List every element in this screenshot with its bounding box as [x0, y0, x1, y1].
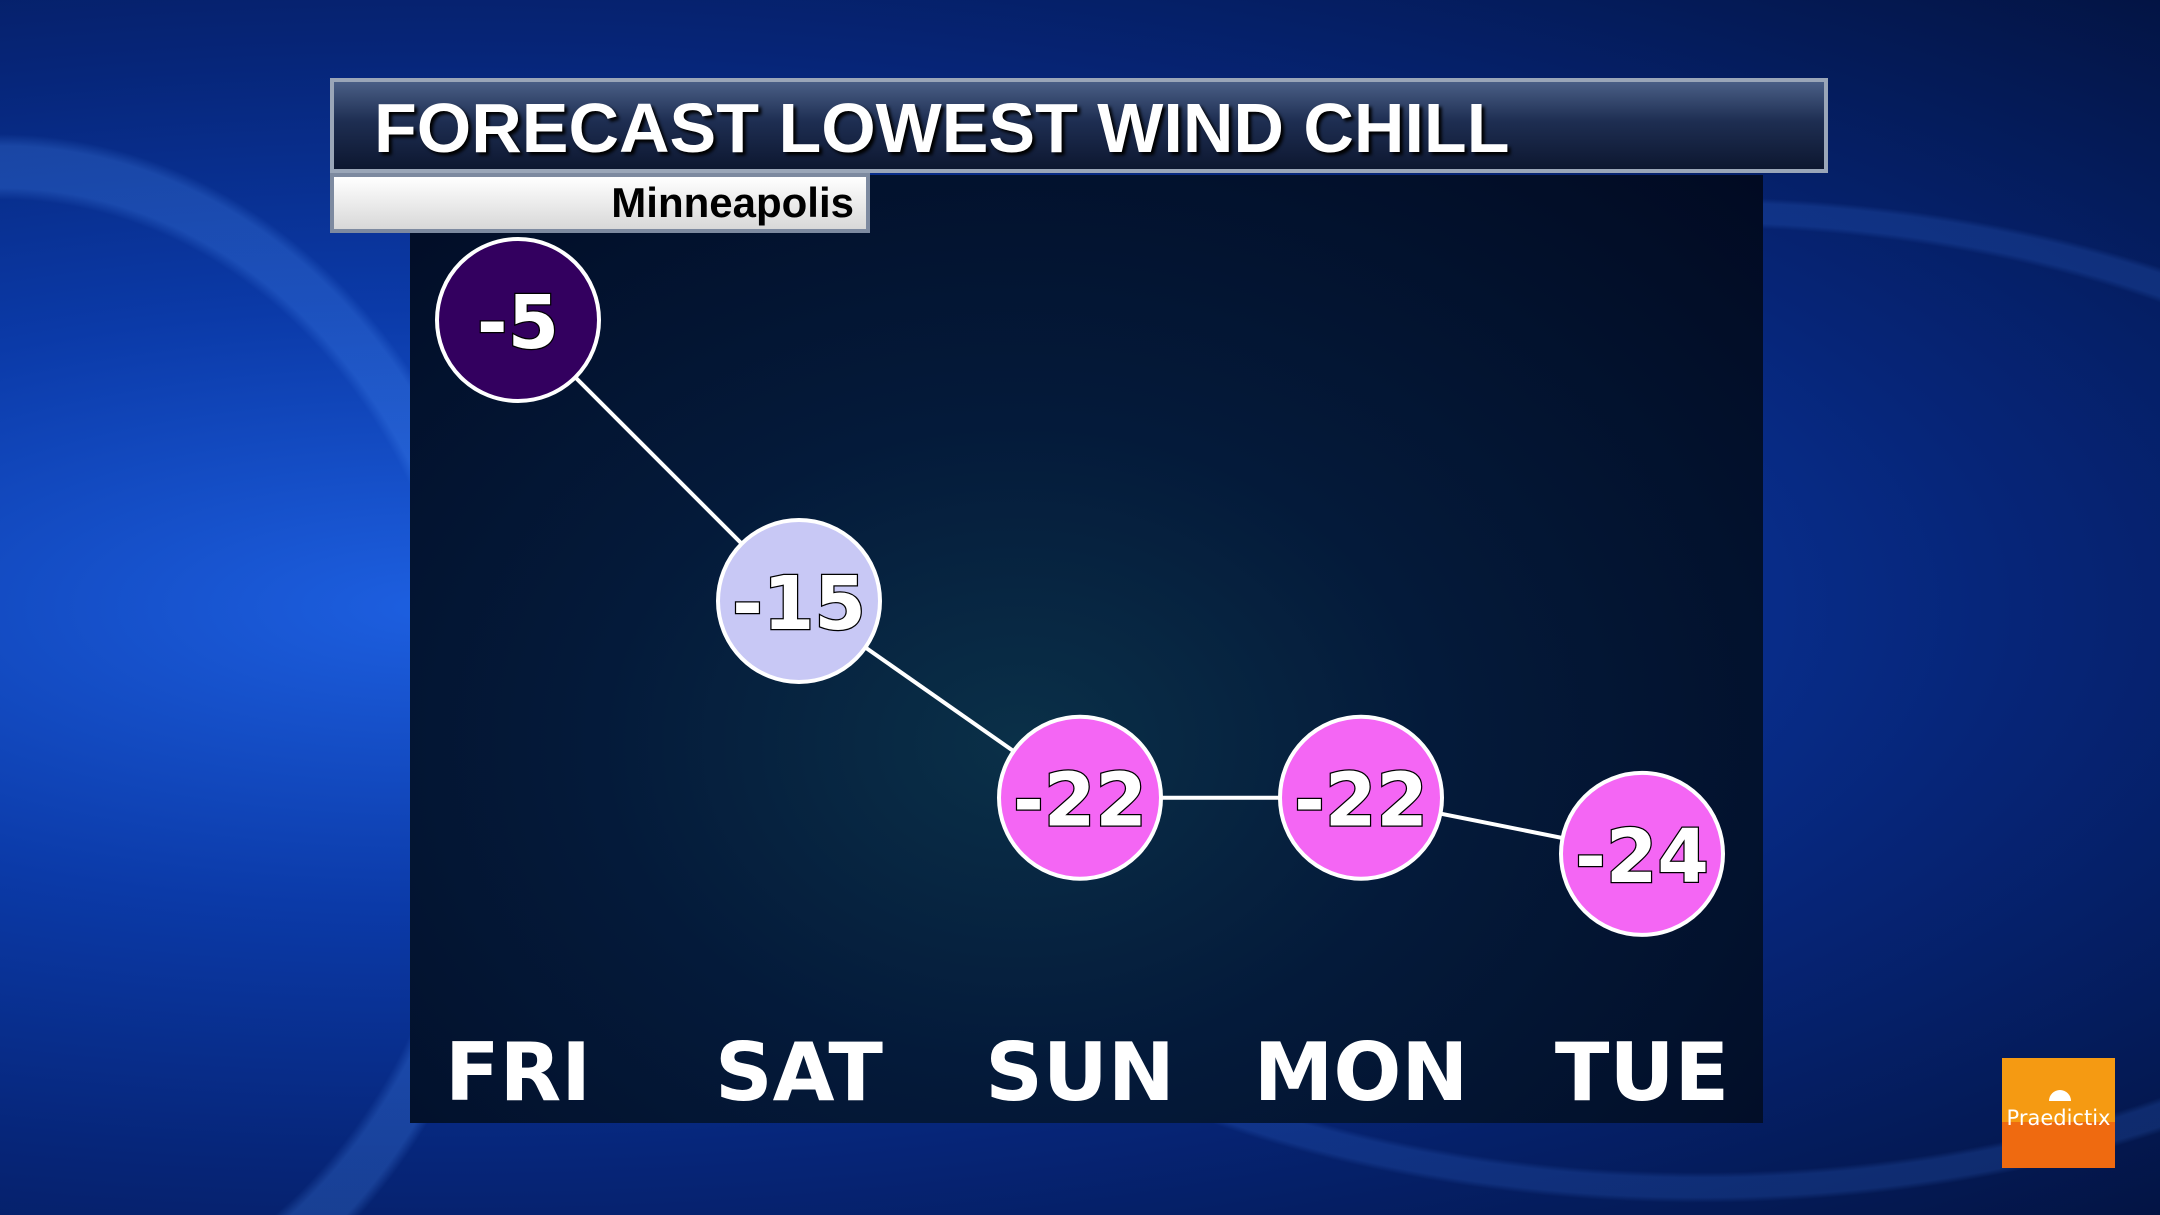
data-point-marker: [1278, 714, 1444, 881]
data-label: -22: [1294, 758, 1428, 844]
umbrella-icon: [2049, 1090, 2071, 1101]
data-label: -22: [1013, 758, 1147, 844]
data-label: -15: [732, 561, 866, 647]
x-tick-label: SUN: [985, 1026, 1175, 1119]
data-point-marker: [435, 237, 601, 403]
data-point-marker: [997, 714, 1163, 881]
data-label: -24: [1575, 814, 1709, 900]
chart-panel: [410, 175, 1763, 1123]
x-tick-label: TUE: [1555, 1026, 1729, 1119]
x-tick-label: SAT: [715, 1026, 883, 1119]
x-tick-label: MON: [1254, 1026, 1469, 1119]
praedictix-logo: Praedictix: [2002, 1058, 2115, 1168]
data-point-marker: [716, 518, 882, 684]
logo-text: Praedictix: [2006, 1106, 2111, 1130]
title-bar: FORECAST LOWEST WIND CHILL: [330, 78, 1828, 173]
data-label: -5: [477, 280, 559, 366]
x-tick-label: FRI: [445, 1026, 591, 1119]
subtitle-bar: Minneapolis: [330, 173, 870, 233]
data-point-marker: [1559, 770, 1725, 937]
chart-title: FORECAST LOWEST WIND CHILL: [374, 89, 1510, 167]
location-subtitle: Minneapolis: [611, 179, 854, 226]
